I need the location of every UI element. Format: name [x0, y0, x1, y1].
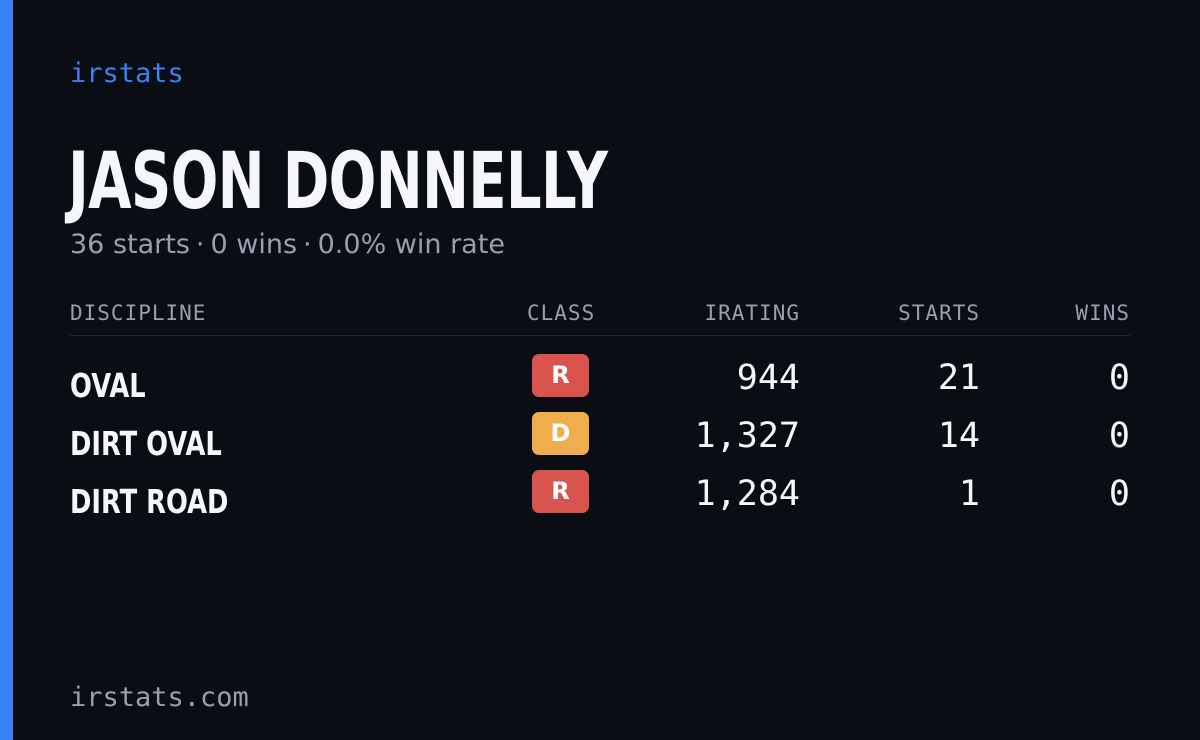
- summary-separator: ·: [303, 229, 312, 260]
- table-row: OVAL R 944 21 0: [70, 354, 1130, 412]
- player-summary: 36 starts · 0 wins · 0.0% win rate: [70, 228, 505, 262]
- starts-value: 21: [937, 358, 980, 398]
- table-row: DIRT OVAL D 1,327 14 0: [70, 412, 1130, 470]
- discipline-table: DISCIPLINE CLASS IRATING STARTS WINS OVA…: [70, 296, 1130, 528]
- header-wins: WINS: [1075, 301, 1130, 325]
- summary-win-rate: 0.0% win rate: [317, 229, 505, 260]
- header-discipline: DISCIPLINE: [70, 301, 207, 325]
- table-header: DISCIPLINE CLASS IRATING STARTS WINS: [70, 296, 1130, 336]
- summary-wins: 0 wins: [210, 229, 298, 260]
- discipline-name: DIRT ROAD: [70, 482, 229, 521]
- wins-value: 0: [1108, 416, 1130, 456]
- header-class: CLASS: [527, 301, 596, 325]
- summary-separator: ·: [195, 229, 205, 260]
- summary-starts: 36 starts: [70, 229, 190, 260]
- irating-value: 1,284: [694, 474, 800, 514]
- class-badge: R: [532, 354, 589, 397]
- player-name: JASON DONNELLY: [68, 137, 608, 227]
- class-badge: D: [532, 412, 589, 455]
- table-body: OVAL R 944 21 0 DIRT OVAL D 1,327 14 0 D…: [70, 336, 1130, 528]
- footer-url[interactable]: irstats.com: [70, 682, 249, 713]
- table-row: DIRT ROAD R 1,284 1 0: [70, 470, 1130, 528]
- starts-value: 1: [958, 474, 980, 514]
- discipline-name: DIRT OVAL: [70, 424, 222, 463]
- irating-value: 1,327: [694, 416, 800, 456]
- header-irating: IRATING: [704, 301, 800, 325]
- starts-value: 14: [937, 416, 980, 456]
- discipline-name: OVAL: [70, 366, 146, 405]
- brand-logo[interactable]: irstats: [70, 58, 184, 89]
- irating-value: 944: [736, 358, 800, 398]
- header-starts: STARTS: [898, 301, 980, 325]
- class-badge: R: [532, 470, 589, 513]
- wins-value: 0: [1108, 474, 1130, 514]
- accent-bar: [0, 0, 13, 740]
- wins-value: 0: [1108, 358, 1130, 398]
